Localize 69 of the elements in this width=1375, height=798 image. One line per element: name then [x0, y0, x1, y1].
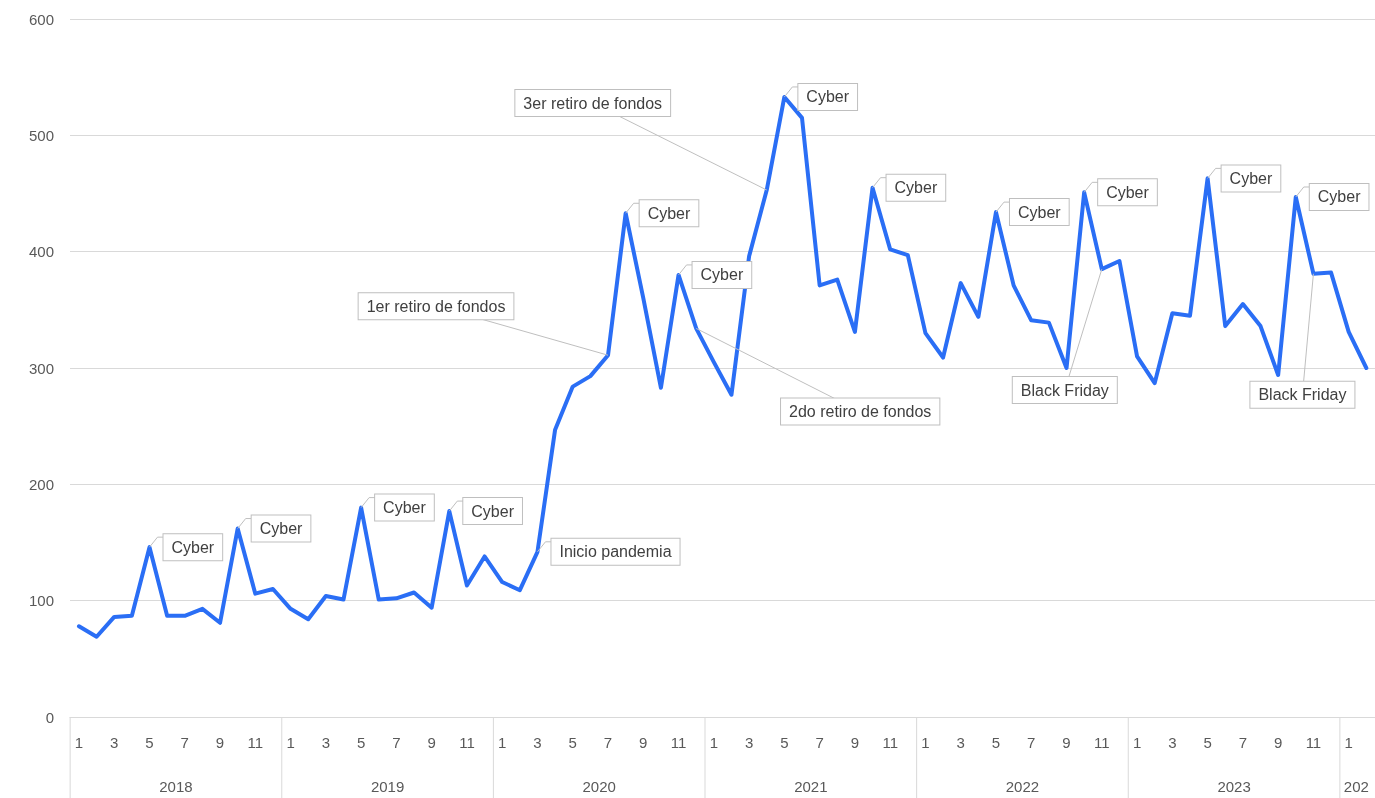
annotation: Cyber — [1017, 203, 1062, 221]
x-tick-label: 1 — [498, 734, 507, 751]
annotation: Cyber — [647, 204, 691, 222]
text: 2021 — [794, 777, 828, 795]
x-tick-label: 9 — [427, 734, 436, 751]
y-tick-label: 400 — [28, 243, 54, 261]
x-tick-label: 7 — [180, 734, 189, 751]
annotation: Cyber — [383, 499, 427, 517]
x-tick-label: 3 — [110, 734, 119, 751]
x-tick-label: 5 — [568, 734, 577, 751]
text: 2020 — [582, 777, 616, 795]
x-tick-label: 3 — [956, 734, 965, 751]
text: 202 — [1343, 777, 1369, 795]
x-tick-label: 9 — [639, 734, 648, 751]
x-tick-label: 11 — [882, 734, 898, 751]
text: 2023 — [1217, 777, 1251, 795]
x-tick-label: 1 — [286, 734, 295, 751]
annotation: Cyber — [700, 266, 744, 284]
annotation: Cyber — [894, 179, 938, 197]
x-tick-label: 7 — [1238, 734, 1248, 751]
text: 2022 — [1005, 777, 1040, 795]
x-tick-label: 7 — [603, 734, 613, 751]
x-tick-label: 5 — [780, 734, 789, 751]
x-tick-label: 11 — [670, 734, 687, 751]
x-tick-label: 5 — [145, 734, 154, 751]
annotation: 1er retiro de fondos — [366, 297, 506, 315]
annotation: Black Friday — [1258, 386, 1347, 404]
y-tick-label: 300 — [28, 359, 54, 377]
x-tick-label: 5 — [356, 734, 366, 751]
x-tick-label: 9 — [850, 734, 860, 751]
x-tick-label: 5 — [1203, 734, 1212, 751]
x-tick-label: 3 — [321, 734, 331, 751]
y-tick-label: 200 — [28, 475, 54, 493]
x-tick-label: 7 — [392, 734, 401, 751]
annotation: Cyber — [1317, 188, 1362, 206]
annotation: 2do retiro de fondos — [789, 402, 932, 420]
annotation: Cyber — [1229, 169, 1273, 187]
x-tick-label: 1 — [1344, 734, 1353, 751]
annotation: 3er retiro de fondos — [523, 94, 663, 112]
x-tick-label: 3 — [533, 734, 542, 751]
x-tick-label: 11 — [1305, 734, 1322, 751]
x-tick-label: 3 — [744, 734, 754, 751]
x-tick-label: 1 — [74, 734, 84, 751]
annotation: Cyber — [259, 520, 304, 538]
text: 2018 — [159, 777, 193, 795]
y-tick-label: 0 — [45, 708, 54, 726]
x-tick-label: 11 — [459, 734, 475, 751]
x-tick-label: 7 — [1027, 734, 1036, 751]
x-tick-label: 1 — [709, 734, 718, 751]
x-tick-label: 1 — [1132, 734, 1142, 751]
annotation: Cyber — [171, 538, 215, 556]
annotation: Black Friday — [1020, 381, 1109, 399]
annotation: Cyber — [471, 502, 515, 520]
annotation: Cyber — [1106, 183, 1150, 201]
x-tick-label: 1 — [921, 734, 930, 751]
x-tick-label: 9 — [1062, 734, 1071, 751]
x-tick-label: 7 — [815, 734, 824, 751]
x-tick-label: 11 — [247, 734, 264, 751]
annotation: Inicio pandemia — [559, 543, 672, 561]
text: 2019 — [370, 777, 405, 795]
annotation: Cyber — [806, 88, 850, 106]
x-tick-label: 9 — [1273, 734, 1283, 751]
x-tick-label: 9 — [215, 734, 225, 751]
y-tick-label: 500 — [28, 126, 54, 144]
x-tick-label: 5 — [991, 734, 1001, 751]
y-tick-label: 100 — [28, 592, 54, 610]
x-tick-label: 3 — [1168, 734, 1177, 751]
x-tick-label: 11 — [1094, 734, 1110, 751]
y-tick-label: 600 — [28, 10, 54, 28]
